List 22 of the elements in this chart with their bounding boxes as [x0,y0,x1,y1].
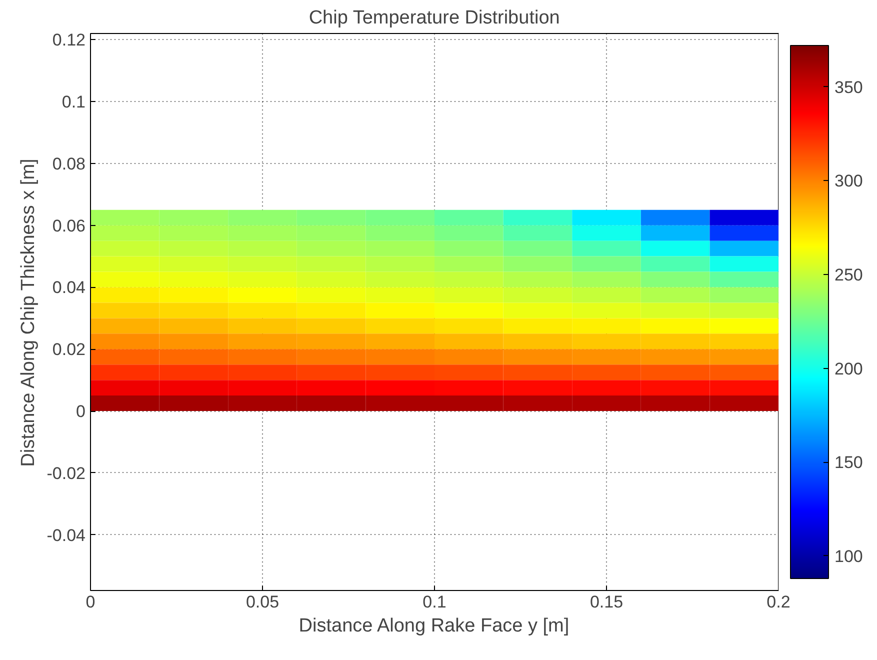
color-bar-label: 150 [834,453,863,472]
color-bar-label: 100 [834,546,863,566]
y-tick-label: -0.02 [46,464,86,483]
color-bar-label: 300 [834,172,863,191]
y-tick-label: -0.04 [46,526,86,545]
color-bar-label: 250 [834,265,863,284]
y-tick-label: 0.1 [62,92,86,112]
x-tick-label: 0.05 [246,592,280,612]
color-bar-label: 200 [834,359,863,378]
y-axis-title: Distance Along Chip Thickness x [m] [18,158,39,467]
y-tick-label: 0.08 [52,154,86,174]
x-tick-label: 0.2 [766,592,790,612]
x-tick-label: 0.1 [422,592,446,612]
y-tick-label: 0.04 [52,278,86,298]
chart-title: Chip Temperature Distribution [308,8,560,28]
y-tick-label: 0.12 [52,30,86,50]
color-bar-label: 350 [834,78,863,97]
x-tick-label: 0.15 [590,592,624,612]
y-tick-label: 0.02 [52,340,86,360]
y-tick-label: 0.06 [52,216,86,236]
x-axis-title: Distance Along Rake Face y [m] [298,616,570,636]
y-tick-label: 0 [76,402,86,422]
